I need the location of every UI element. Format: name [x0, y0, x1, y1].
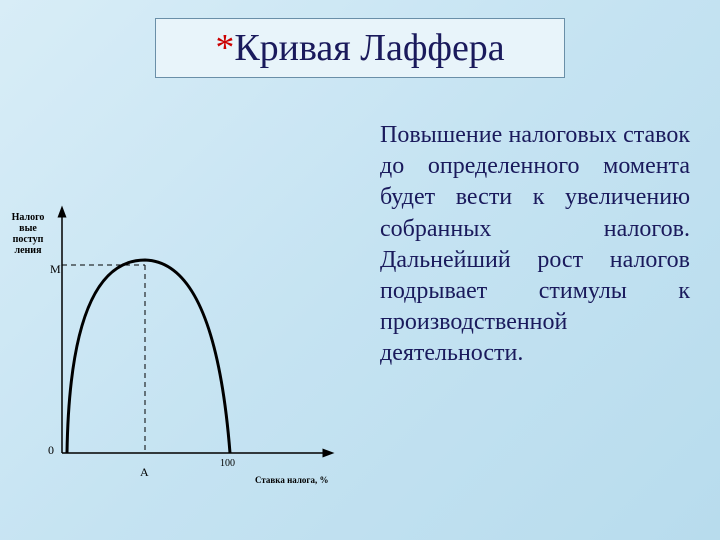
- title-box: * Кривая Лаффера: [155, 18, 565, 78]
- label-zero: 0: [48, 443, 54, 458]
- x-axis-label: Ставка налога, %: [255, 475, 328, 485]
- title-asterisk: *: [215, 26, 234, 70]
- y-axis-label: Налоговыепоступления: [8, 212, 48, 256]
- label-m: M: [50, 262, 61, 277]
- laffer-chart: Налоговыепоступления M 0 A 100 Ставка на…: [40, 200, 360, 480]
- description-text: Повышение налоговых ставок до определенн…: [380, 120, 690, 370]
- chart-svg: [40, 200, 360, 490]
- laffer-curve: [67, 260, 230, 453]
- label-100: 100: [220, 458, 235, 469]
- label-a: A: [140, 465, 149, 480]
- title-text: Кривая Лаффера: [234, 26, 504, 70]
